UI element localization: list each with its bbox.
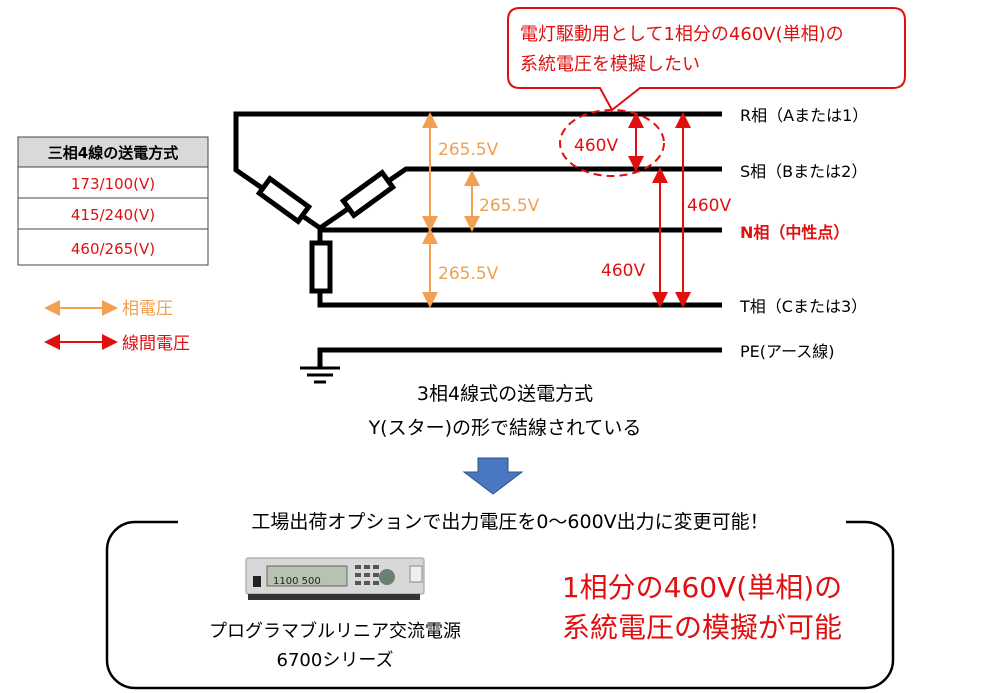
device-display: 1100 500: [273, 576, 321, 587]
ac-power-source-device-image: 1100 500: [245, 557, 425, 600]
t-phase-label: T相（Cまたは3）: [739, 297, 867, 316]
callout-bubble: 電灯駆動用として1相分の460V(単相)の 系統電圧を模擬したい: [507, 7, 906, 112]
callout-line2: 系統電圧を模擬したい: [520, 54, 700, 75]
pe-wire: [317, 347, 722, 368]
bottom-box: [105, 520, 895, 690]
down-arrow-icon: [462, 457, 524, 495]
pe-label: PE(アース線): [740, 342, 834, 361]
line-voltage-label-rt: 460V: [687, 196, 731, 216]
highlight-line1: 1相分の460V(単相)の: [562, 571, 842, 604]
table-row: 173/100(V): [71, 175, 155, 193]
bottom-heading: 工場出荷オプションで出力電圧を0～600V出力に変更可能！: [251, 511, 768, 533]
phase-voltage-label: 265.5V: [438, 140, 499, 160]
s-phase-label: S相（Bまたは2）: [740, 162, 867, 181]
caption-line2: Y(スター)の形で結線されている: [368, 417, 642, 439]
line-voltage-arrows: [628, 112, 691, 308]
table-row: 415/240(V): [71, 206, 155, 224]
caption-line1: 3相4線式の送電方式: [417, 383, 593, 405]
device-name: プログラマブルリニア交流電源: [209, 620, 461, 642]
n-phase-label: N相（中性点）: [740, 223, 849, 242]
phase-voltage-arrows: [422, 112, 480, 308]
resistor-t: [309, 240, 333, 294]
table-row: 460/265(V): [71, 240, 155, 258]
phase-voltage-label: 265.5V: [438, 264, 499, 284]
device-series: 6700シリーズ: [277, 650, 394, 671]
line-voltage-label-rs: 460V: [574, 136, 618, 156]
r-phase-label: R相（Aまたは1）: [740, 106, 868, 125]
highlight-ellipse: [559, 109, 665, 177]
line-voltage-label-st: 460V: [601, 261, 645, 281]
transmission-table: [17, 136, 209, 266]
ground-icon: [300, 366, 340, 384]
phase-voltage-label: 265.5V: [479, 196, 540, 216]
legend-phase-voltage: 相電圧: [122, 299, 173, 319]
callout-line1: 電灯駆動用として1相分の460V(単相)の: [520, 24, 844, 45]
resistor-s: [339, 169, 397, 219]
table-header: 三相4線の送電方式: [48, 144, 178, 162]
resistor-r: [255, 175, 313, 225]
legend-line-voltage: 線間電圧: [122, 334, 190, 354]
highlight-line2: 系統電圧の模擬が可能: [562, 611, 842, 644]
t-phase-wire: [317, 228, 722, 308]
